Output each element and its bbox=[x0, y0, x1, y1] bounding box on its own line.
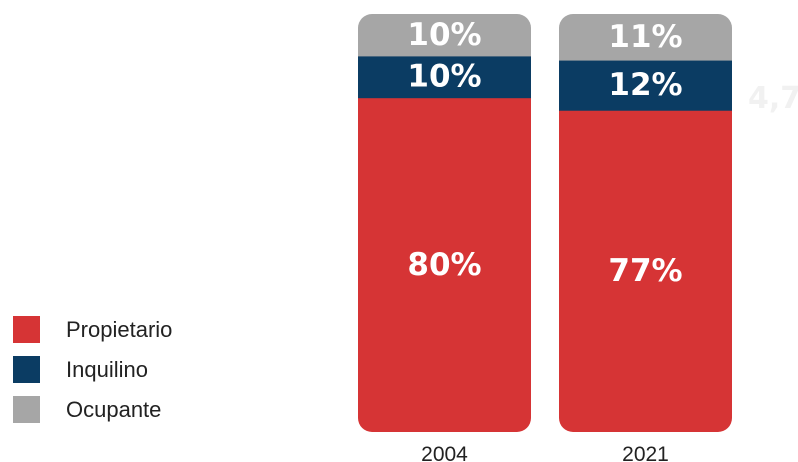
bar-segment-propietario-2021 bbox=[559, 110, 732, 432]
data-label-ocupante-2021: 11% bbox=[608, 19, 682, 55]
legend-item-inquilino: Inquilino bbox=[13, 356, 148, 383]
legend-label-inquilino: Inquilino bbox=[66, 357, 148, 382]
bar-segment-ocupante-2021 bbox=[559, 14, 732, 61]
bar-segment-propietario-2004 bbox=[358, 97, 531, 432]
legend: Propietario Inquilino Ocupante bbox=[13, 316, 172, 423]
legend-label-propietario: Propietario bbox=[66, 317, 172, 342]
data-label-inquilino-2004: 10% bbox=[407, 59, 481, 95]
legend-swatch-inquilino bbox=[13, 356, 40, 383]
bar-segment-inquilino-2021 bbox=[559, 59, 732, 111]
category-label-2021: 2021 bbox=[622, 443, 669, 462]
data-label-propietario-2004: 80% bbox=[407, 247, 481, 283]
background-annotation: 4,7 bbox=[748, 81, 798, 116]
bar-segment-ocupante-2004 bbox=[358, 14, 531, 57]
legend-label-ocupante: Ocupante bbox=[66, 397, 161, 422]
category-label-2004: 2004 bbox=[421, 443, 468, 462]
bar-2021 bbox=[559, 14, 732, 432]
data-label-propietario-2021: 77% bbox=[608, 253, 682, 289]
data-label-ocupante-2004: 10% bbox=[407, 17, 481, 53]
legend-item-propietario: Propietario bbox=[13, 316, 172, 343]
legend-item-ocupante: Ocupante bbox=[13, 396, 161, 423]
legend-swatch-propietario bbox=[13, 316, 40, 343]
legend-swatch-ocupante bbox=[13, 396, 40, 423]
segment-labels: 80% 10% 10% 77% 12% 11% bbox=[407, 17, 682, 289]
bar-segment-inquilino-2004 bbox=[358, 55, 531, 99]
data-label-inquilino-2021: 12% bbox=[608, 67, 682, 103]
bar-2004 bbox=[358, 14, 531, 432]
